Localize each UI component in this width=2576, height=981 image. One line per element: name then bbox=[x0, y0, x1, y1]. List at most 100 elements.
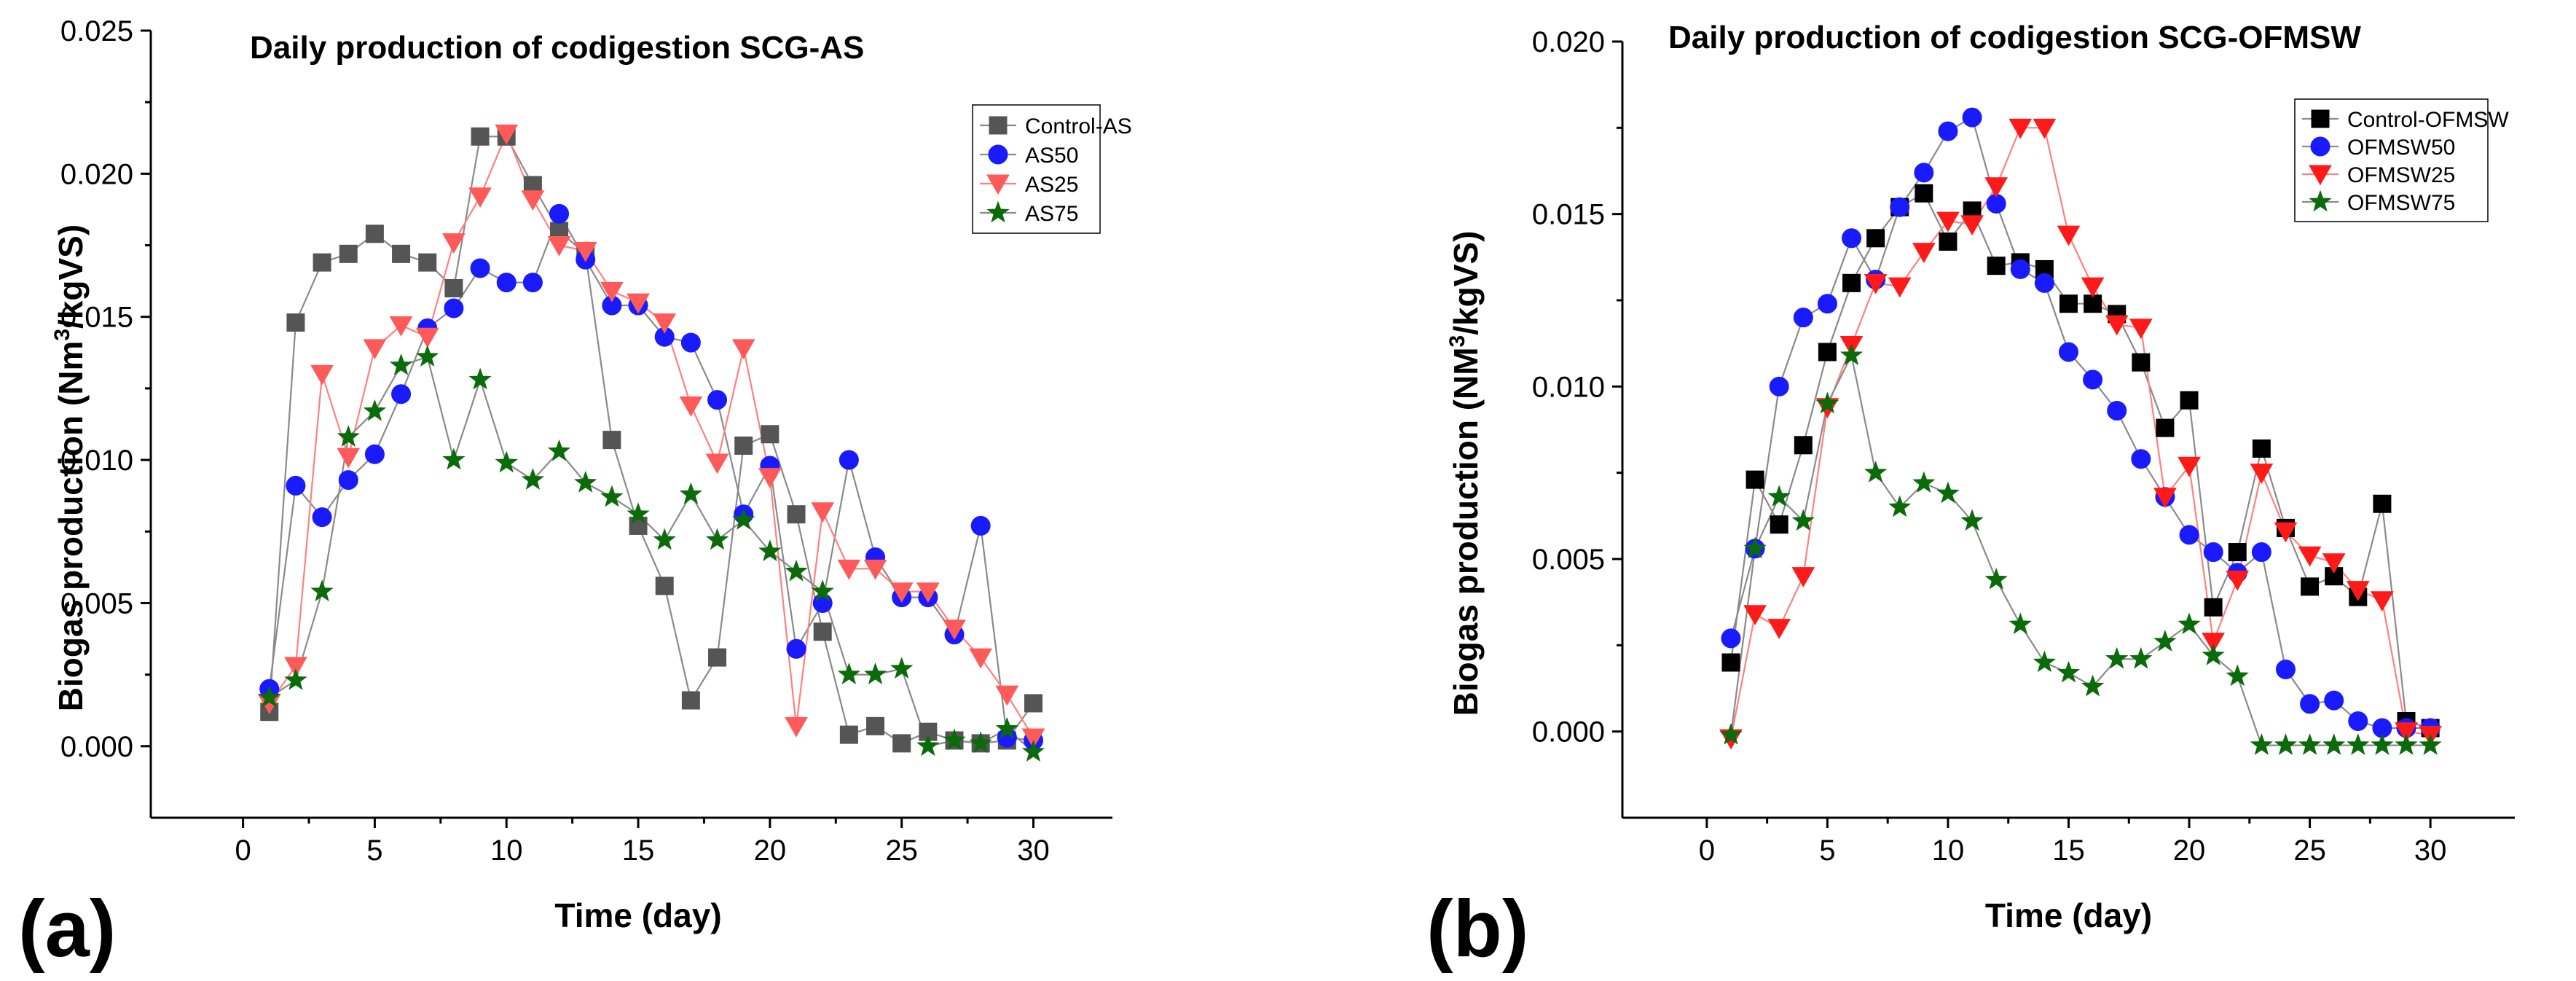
data-point bbox=[969, 731, 992, 754]
y-tick-label: 0.020 bbox=[1532, 26, 1605, 58]
data-point bbox=[2371, 733, 2394, 755]
data-point bbox=[1818, 343, 1837, 361]
data-point bbox=[839, 725, 858, 744]
data-point bbox=[310, 579, 334, 602]
y-axis-title-sup: 3 bbox=[1445, 335, 1469, 348]
data-point bbox=[892, 734, 911, 753]
data-point bbox=[416, 345, 439, 367]
data-point bbox=[1746, 470, 1764, 489]
data-point bbox=[1912, 243, 1936, 263]
data-point bbox=[758, 468, 782, 488]
legend-marker bbox=[2311, 109, 2330, 128]
data-point bbox=[653, 313, 677, 334]
data-point bbox=[2226, 570, 2250, 591]
data-point bbox=[284, 657, 307, 678]
data-point bbox=[496, 273, 517, 293]
data-point bbox=[1984, 567, 2008, 590]
data-point bbox=[785, 559, 808, 582]
data-point bbox=[2153, 488, 2177, 509]
series-markers-as25 bbox=[257, 124, 1045, 749]
x-tick-label: 15 bbox=[2052, 835, 2085, 867]
series-line-control-ofmsw bbox=[1729, 192, 2431, 729]
data-point bbox=[1890, 197, 1910, 217]
data-point bbox=[1791, 567, 1815, 587]
data-point bbox=[2346, 581, 2370, 601]
data-point bbox=[389, 316, 413, 337]
data-point bbox=[1912, 471, 1936, 493]
data-point bbox=[2059, 342, 2078, 362]
data-point bbox=[1815, 391, 1839, 414]
y-tick-label: 0.020 bbox=[60, 158, 133, 190]
data-point bbox=[2298, 733, 2322, 755]
data-point bbox=[916, 734, 940, 757]
data-point bbox=[2059, 294, 2078, 313]
data-point bbox=[680, 332, 701, 353]
x-tick-label: 10 bbox=[490, 835, 523, 867]
x-tick-label: 5 bbox=[366, 835, 382, 867]
series-markers-as50 bbox=[259, 203, 1044, 751]
series-line-control-as bbox=[268, 136, 1034, 745]
data-point bbox=[337, 425, 360, 447]
data-point bbox=[1024, 694, 1043, 713]
data-point bbox=[2322, 733, 2346, 755]
data-point bbox=[444, 298, 464, 318]
data-point bbox=[2300, 694, 2320, 714]
data-point bbox=[444, 278, 463, 297]
data-point bbox=[734, 436, 753, 455]
data-point bbox=[731, 339, 755, 360]
x-tick-label: 25 bbox=[2293, 835, 2326, 867]
data-point bbox=[655, 577, 674, 595]
legend-marker bbox=[2309, 189, 2332, 212]
data-point bbox=[1915, 184, 1933, 203]
data-point bbox=[707, 390, 728, 410]
y-tick-label: 0.015 bbox=[60, 302, 133, 334]
data-point bbox=[337, 447, 361, 469]
y-tick-label: 0.005 bbox=[1532, 544, 1605, 576]
data-point bbox=[758, 539, 782, 562]
legend-label: AS75 bbox=[1025, 202, 1078, 226]
data-point bbox=[313, 253, 331, 272]
data-point bbox=[442, 233, 466, 254]
data-point bbox=[969, 648, 993, 669]
x-axis-title: Time (day) bbox=[1985, 896, 2152, 934]
data-point bbox=[1936, 481, 1960, 504]
series-markers-control-ofmsw bbox=[1721, 184, 2440, 738]
data-point bbox=[2129, 646, 2153, 669]
data-point bbox=[284, 668, 307, 690]
data-point bbox=[732, 508, 755, 530]
data-point bbox=[2322, 553, 2346, 574]
data-point bbox=[2226, 664, 2249, 687]
data-point bbox=[627, 293, 650, 314]
series-line-as25 bbox=[268, 131, 1034, 738]
data-point bbox=[681, 691, 700, 710]
data-point bbox=[2204, 598, 2223, 617]
y-axis-title-sup: 3 bbox=[50, 329, 74, 341]
legend-label: OFMSW75 bbox=[2347, 191, 2455, 215]
data-point bbox=[1864, 461, 1888, 482]
data-point bbox=[813, 622, 832, 641]
x-tick-label: 25 bbox=[885, 835, 918, 867]
y-axis-title-prefix: Biogas production (Nm bbox=[52, 341, 90, 712]
legend-label: OFMSW50 bbox=[2347, 136, 2455, 160]
x-tick-label: 15 bbox=[622, 835, 655, 867]
x-tick-label: 30 bbox=[1017, 835, 1050, 867]
data-point bbox=[389, 353, 413, 375]
data-point bbox=[2178, 456, 2201, 477]
data-point bbox=[2008, 118, 2033, 139]
series-line-ofmsw75 bbox=[1729, 353, 2431, 746]
chart-title: Daily production of codigestion SCG-AS bbox=[250, 30, 864, 66]
data-point bbox=[1987, 257, 2006, 275]
data-point bbox=[1021, 740, 1045, 762]
data-point bbox=[286, 475, 306, 496]
data-point bbox=[1769, 376, 1789, 396]
panel-label: (a) bbox=[18, 884, 116, 974]
data-point bbox=[470, 258, 490, 278]
data-point bbox=[1839, 343, 1864, 366]
data-point bbox=[1888, 495, 1912, 517]
series-markers-as75 bbox=[258, 345, 1045, 762]
data-point bbox=[2057, 660, 2081, 683]
y-tick-label: 0.010 bbox=[1532, 371, 1605, 403]
data-point bbox=[811, 579, 834, 602]
x-tick-label: 20 bbox=[754, 835, 787, 867]
data-point bbox=[916, 582, 940, 603]
